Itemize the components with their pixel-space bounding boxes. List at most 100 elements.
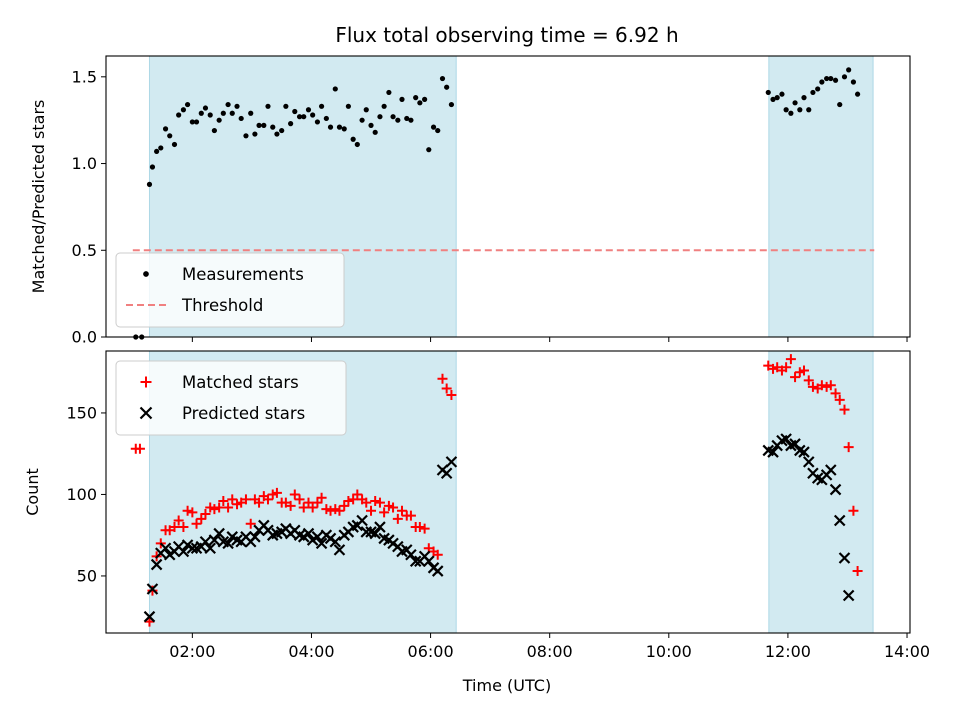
data-point <box>271 487 282 498</box>
data-point <box>829 483 842 496</box>
data-point <box>180 107 187 113</box>
x-tick-label: 08:00 <box>527 642 573 661</box>
data-point <box>182 505 193 516</box>
data-point <box>361 497 372 508</box>
data-point <box>296 114 303 120</box>
data-point <box>302 527 315 540</box>
data-point <box>245 518 256 529</box>
data-point <box>146 583 159 595</box>
data-point <box>171 141 178 148</box>
data-point <box>147 585 158 596</box>
legend-swatch <box>139 406 153 420</box>
data-point <box>370 495 381 506</box>
data-point <box>265 103 271 109</box>
data-point <box>198 110 204 116</box>
data-point <box>765 89 771 96</box>
data-point <box>207 112 213 118</box>
data-point <box>360 526 373 538</box>
data-point <box>261 122 267 128</box>
data-point <box>301 114 307 120</box>
data-point <box>144 616 155 627</box>
data-point <box>149 164 156 170</box>
data-point <box>285 500 296 511</box>
data-point <box>279 127 285 134</box>
x-tick-label: 10:00 <box>646 642 692 661</box>
data-point <box>790 372 801 383</box>
y-axis-label: Count <box>23 468 42 516</box>
data-point <box>176 112 182 118</box>
data-point <box>379 507 390 518</box>
data-point <box>178 522 189 533</box>
data-point <box>169 522 180 533</box>
data-point <box>159 542 172 555</box>
series-predicted-stars <box>143 433 855 623</box>
data-point <box>222 537 234 550</box>
data-point <box>399 96 405 102</box>
data-point <box>444 84 450 90</box>
data-point <box>363 107 369 113</box>
data-point <box>311 531 324 543</box>
data-point <box>334 505 345 516</box>
y-tick-label: 100 <box>66 485 97 504</box>
data-point <box>437 373 448 384</box>
data-point <box>200 509 211 520</box>
data-point <box>368 122 374 128</box>
data-point <box>186 542 199 555</box>
data-point <box>262 494 273 505</box>
data-point <box>350 136 356 142</box>
legend-swatch <box>140 376 152 388</box>
data-point <box>833 514 846 527</box>
data-point <box>327 124 334 130</box>
data-point <box>396 505 407 516</box>
ratio-panel: 0.0 0.5 1.0 1.5 Matched/Predicted stars Measu… <box>29 55 911 347</box>
data-point <box>372 129 378 135</box>
data-point <box>332 86 338 92</box>
data-point <box>409 555 422 568</box>
data-point <box>807 381 818 392</box>
data-point <box>830 388 841 399</box>
data-point <box>274 131 280 137</box>
legend-swatch <box>143 271 149 277</box>
data-point <box>445 456 458 468</box>
x-tick-label: 12:00 <box>765 642 811 661</box>
data-point <box>315 537 328 550</box>
data-point <box>439 75 446 82</box>
data-point <box>789 438 801 450</box>
data-point <box>167 133 173 139</box>
observing-window-span <box>768 55 874 338</box>
data-point <box>408 117 414 123</box>
data-point <box>162 126 169 132</box>
data-point <box>214 502 225 513</box>
data-point <box>310 112 316 118</box>
data-point <box>225 101 231 108</box>
data-point <box>193 119 200 125</box>
legend-label: Matched stars <box>182 373 299 392</box>
x-tick-label: 04:00 <box>288 642 334 661</box>
data-point <box>270 124 276 130</box>
data-point <box>223 502 234 513</box>
data-point <box>854 91 861 97</box>
data-point <box>209 504 220 515</box>
data-point <box>828 75 834 82</box>
data-point <box>216 117 222 123</box>
data-point <box>336 124 343 130</box>
data-point <box>220 110 226 116</box>
data-point <box>395 117 401 123</box>
data-point <box>208 534 221 546</box>
data-point <box>218 495 229 506</box>
data-point <box>798 365 809 376</box>
data-point <box>316 492 327 503</box>
legend: Matched stars Predicted stars <box>115 360 347 436</box>
data-point <box>392 513 403 524</box>
chart-title: Flux total observing time = 6.92 h <box>335 23 678 47</box>
legend-box <box>115 252 345 328</box>
data-point <box>374 521 386 533</box>
data-point <box>199 535 212 548</box>
data-point <box>289 489 300 500</box>
data-point <box>202 105 209 111</box>
data-point <box>134 443 145 454</box>
legend: Measurements Threshold <box>115 252 345 328</box>
data-point <box>417 100 423 106</box>
data-point <box>816 380 827 391</box>
data-point <box>154 148 160 155</box>
